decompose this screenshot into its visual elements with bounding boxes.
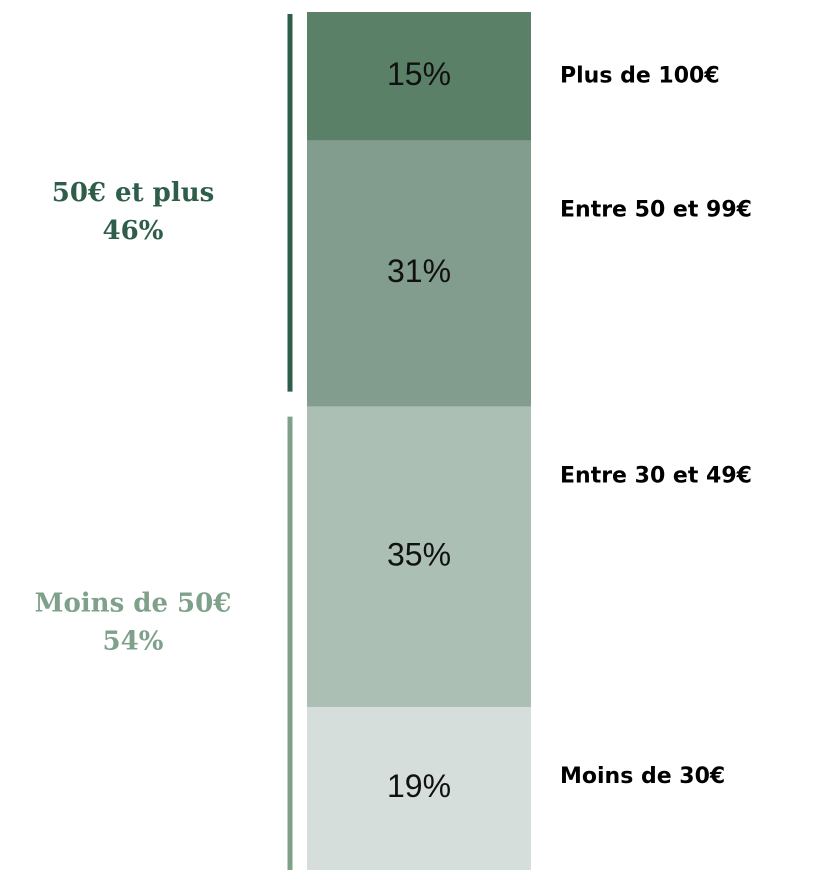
value-label: 35% xyxy=(387,536,451,572)
group-value: 54% xyxy=(103,626,164,656)
value-label: 19% xyxy=(387,768,451,804)
bar-segment xyxy=(307,706,531,870)
bar-segment xyxy=(307,140,531,407)
group-label: 50€ et plus xyxy=(52,178,215,208)
legend-label: Moins de 30€ xyxy=(560,764,725,789)
bar-segment xyxy=(307,12,531,141)
legend-label: Entre 50 et 99€ xyxy=(560,198,752,223)
legend-label: Entre 30 et 49€ xyxy=(560,464,752,489)
group-value: 46% xyxy=(103,216,164,246)
value-label: 31% xyxy=(387,253,451,289)
legend-label: Plus de 100€ xyxy=(560,63,720,88)
group-label: Moins de 50€ xyxy=(35,588,232,618)
value-label: 15% xyxy=(387,56,451,92)
bar-segment xyxy=(307,406,531,707)
